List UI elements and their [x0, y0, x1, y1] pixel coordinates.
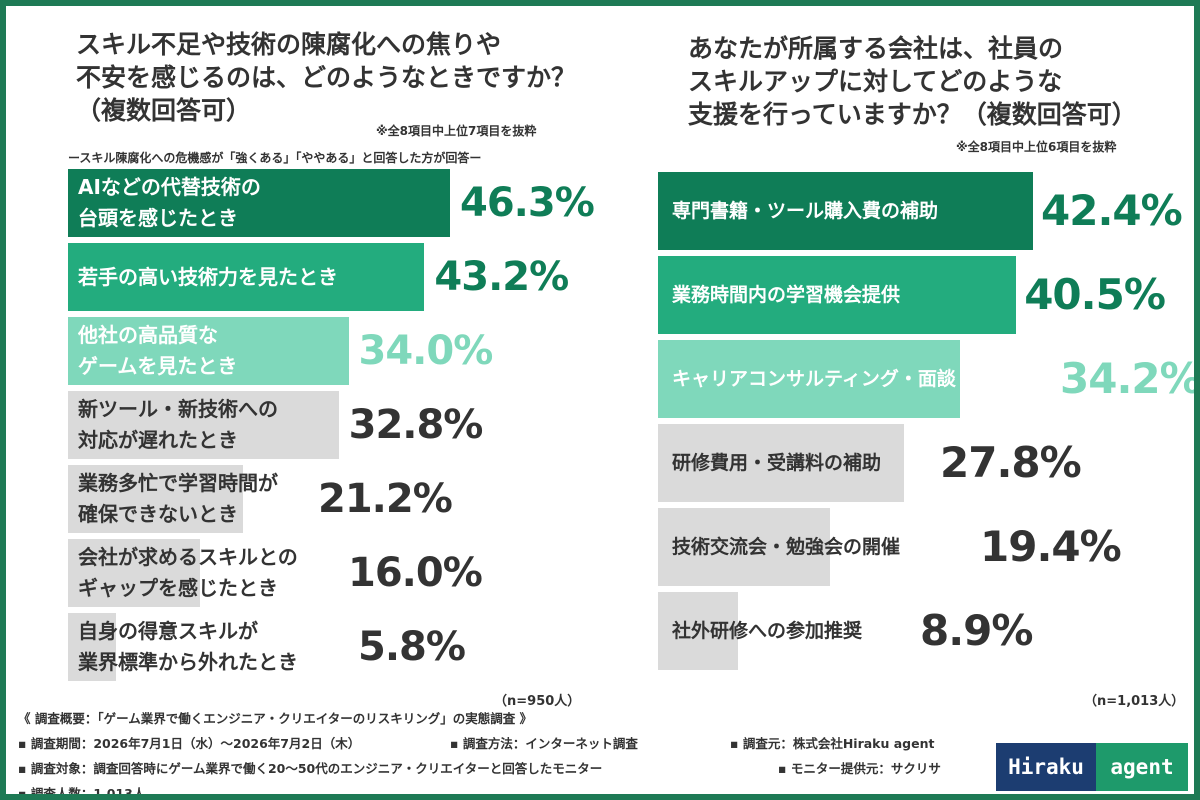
- survey-target: ▪ 調査対象：調査回答時にゲーム業界で働く20〜50代のエンジニア・クリエイター…: [18, 761, 603, 776]
- hiraku-agent-logo: Hiraku agent: [996, 743, 1188, 791]
- bar-value-1-1: 46.3%: [460, 180, 595, 226]
- bar-2-2: [658, 256, 1017, 334]
- logo-part-agent: agent: [1096, 743, 1188, 791]
- survey-count: ▪ 調査人数：1,013人: [18, 786, 146, 794]
- bar-label-2-5: 技術交流会・勉強会の開催: [672, 535, 901, 558]
- bar-label-1-5: 業務多忙で学習時間が 確保できないとき: [78, 471, 278, 526]
- bar-value-2-2: 40.5%: [1024, 270, 1166, 319]
- bar-1-3: [68, 317, 349, 385]
- survey-period: ▪ 調査期間：2026年7月1日（水）〜2026年7月2日（木）: [18, 736, 361, 751]
- right-sample-size: （n=1,013人）: [1084, 694, 1185, 709]
- left-subnote: ースキル陳腐化への危機感が「強くある」「ややある」と回答した方が回答ー: [68, 151, 482, 165]
- left-sample-size: （n=950人）: [494, 694, 581, 709]
- bar-2-4: [658, 424, 904, 502]
- bar-2-1: [658, 172, 1033, 250]
- bar-1-1: [68, 169, 450, 237]
- logo-part-hiraku: Hiraku: [996, 743, 1096, 791]
- bar-value-2-3: 34.2%: [1060, 354, 1194, 403]
- bar-2-5: [658, 508, 830, 586]
- survey-monitor: ▪ モニター提供元：サクリサ: [778, 761, 941, 776]
- bar-1-6: [68, 539, 200, 607]
- bar-value-2-4: 27.8%: [940, 438, 1082, 487]
- bar-value-2-6: 8.9%: [920, 606, 1033, 655]
- bar-value-2-5: 19.4%: [980, 522, 1122, 571]
- right-note: ※全8項目中上位6項目を抜粋: [956, 140, 1117, 154]
- bar-label-1-3: 他社の高品質な ゲームを見たとき: [78, 323, 238, 378]
- survey-method: ▪ 調査方法：インターネット調査: [450, 736, 638, 751]
- bar-label-2-1: 専門書籍・ツール購入費の補助: [672, 199, 939, 222]
- bar-1-2: [68, 243, 425, 311]
- right-question-title: あなたが所属する会社は、社員の スキルアップに対してどのような 支援を行っていま…: [688, 34, 1137, 129]
- bar-label-2-2: 業務時間内の学習機会提供: [672, 283, 901, 306]
- bar-1-4: [68, 391, 339, 459]
- bar-value-1-2: 43.2%: [434, 254, 569, 300]
- bar-value-1-4: 32.8%: [348, 402, 484, 448]
- bar-label-1-6: 会社が求めるスキルとの ギャップを感じたとき: [78, 545, 298, 600]
- survey-heading: 《 調査概要：「ゲーム業界で働くエンジニア・クリエイターのリスキリング」の実態調…: [18, 711, 533, 726]
- infographic-frame: スキル不足や技術の陳腐化への焦りや 不安を感じるのは、どのようなときですか？ （…: [6, 6, 1194, 794]
- bar-label-2-6: 社外研修への参加推奨: [672, 619, 863, 642]
- bar-label-1-7: 自身の得意スキルが 業界標準から外れたとき: [78, 619, 298, 674]
- bar-value-2-1: 42.4%: [1041, 186, 1183, 235]
- bar-value-1-7: 5.8%: [358, 624, 466, 670]
- bar-value-1-5: 21.2%: [318, 476, 453, 522]
- bar-label-1-2: 若手の高い技術力を見たとき: [78, 264, 338, 289]
- bar-label-1-1: AIなどの代替技術の 台頭を感じたとき: [78, 175, 261, 230]
- left-question-title: スキル不足や技術の陳腐化への焦りや 不安を感じるのは、どのようなときですか？ （…: [76, 30, 577, 125]
- bar-label-1-4: 新ツール・新技術への 対応が遅れたとき: [78, 397, 278, 452]
- bar-label-2-4: 研修費用・受講料の補助: [672, 451, 882, 474]
- bar-1-5: [68, 465, 243, 533]
- left-note: ※全8項目中上位7項目を抜粋: [376, 124, 537, 138]
- bar-label-2-3: キャリアコンサルティング・面談: [672, 367, 956, 390]
- bar-value-1-6: 16.0%: [348, 550, 483, 596]
- survey-source: ▪ 調査元：株式会社Hiraku agent: [730, 736, 935, 751]
- bar-2-3: [658, 340, 961, 418]
- bar-value-1-3: 34.0%: [358, 328, 494, 374]
- bar-1-7: [68, 613, 116, 681]
- bar-2-6: [658, 592, 738, 670]
